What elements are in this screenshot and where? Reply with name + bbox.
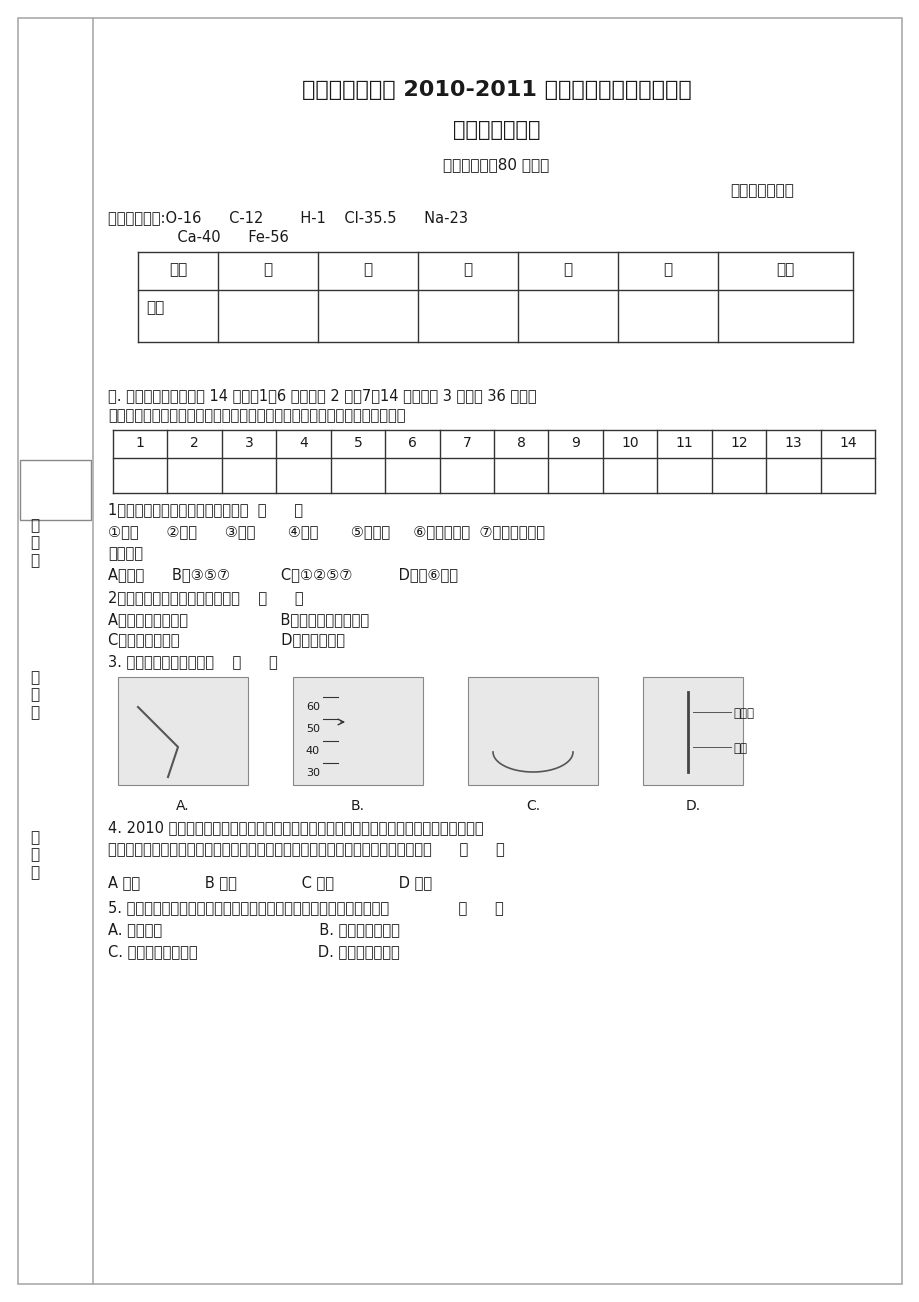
Text: 稀盐酸: 稀盐酸 — [732, 707, 754, 720]
Text: 8: 8 — [516, 436, 525, 450]
Text: 三: 三 — [463, 262, 472, 277]
Text: 九年级化学试卷: 九年级化学试卷 — [452, 120, 539, 141]
Text: 总分: 总分 — [776, 262, 794, 277]
Text: 题次: 题次 — [169, 262, 187, 277]
Text: 4. 2010 年，全国食品安全整顿工作办公室对奶粉进行抽样检测，经检测发现某品牌奶粉中: 4. 2010 年，全国食品安全整顿工作办公室对奶粉进行抽样检测，经检测发现某品… — [108, 820, 483, 835]
Text: 14: 14 — [838, 436, 856, 450]
Text: A、大理石、生石灰                    B、干冰、四氧化三铁: A、大理石、生石灰 B、干冰、四氧化三铁 — [108, 612, 369, 628]
Text: D.: D. — [685, 799, 699, 812]
Bar — [292, 677, 423, 785]
Text: 镁条: 镁条 — [732, 742, 746, 755]
Text: 13: 13 — [784, 436, 801, 450]
Text: 五: 五 — [663, 262, 672, 277]
Bar — [118, 677, 248, 785]
Text: 相对原子质量:O-16      C-12        H-1    Cl-35.5      Na-23: 相对原子质量:O-16 C-12 H-1 Cl-35.5 Na-23 — [108, 210, 468, 225]
Text: 40: 40 — [305, 746, 320, 756]
Text: C、空气、天然气                      D、甲烷、酒精: C、空气、天然气 D、甲烷、酒精 — [108, 631, 345, 647]
Text: 姓
名
：: 姓 名 ： — [30, 671, 40, 720]
Text: Ca-40      Fe-56: Ca-40 Fe-56 — [108, 230, 289, 245]
Text: 4: 4 — [299, 436, 308, 450]
Text: B.: B. — [351, 799, 365, 812]
Text: 2: 2 — [190, 436, 199, 450]
Text: 班
级
：: 班 级 ： — [30, 518, 40, 568]
Text: 蛋白质、钙、磷、锌、铁等的含量严重不足，营养价值比米汤还差。这里的钙指的是      （      ）: 蛋白质、钙、磷、锌、铁等的含量严重不足，营养价值比米汤还差。这里的钙指的是 （ … — [108, 842, 505, 857]
Text: A、全部      B、③⑤⑦           C、①②⑤⑦          D、除⑥以外: A、全部 B、③⑤⑦ C、①②⑤⑦ D、除⑥以外 — [108, 566, 458, 582]
Text: C.: C. — [526, 799, 539, 812]
Text: 6: 6 — [407, 436, 416, 450]
Text: ①变色      ②发光      ③燃烧       ④爆炸       ⑤铁生锈     ⑥工业制氧气  ⑦大理石浮雕被: ①变色 ②发光 ③燃烧 ④爆炸 ⑤铁生锈 ⑥工业制氧气 ⑦大理石浮雕被 — [108, 523, 544, 539]
Text: 酸雨腐蚀: 酸雨腐蚀 — [108, 546, 142, 561]
Text: 3. 下列实验操作正确的是    （      ）: 3. 下列实验操作正确的是 （ ） — [108, 654, 278, 669]
Text: A.: A. — [176, 799, 189, 812]
Text: 3: 3 — [244, 436, 253, 450]
Text: 1、下列变化一定属于化学变化的是  （      ）: 1、下列变化一定属于化学变化的是 （ ） — [108, 503, 302, 517]
Text: 11: 11 — [675, 436, 693, 450]
Text: 一: 一 — [263, 262, 272, 277]
Bar — [20, 460, 91, 519]
Text: 二: 二 — [363, 262, 372, 277]
Text: 5. 当你走进鲜花盛开的花园时，常能闻到怡人的花香，这一现象说明了               （      ）: 5. 当你走进鲜花盛开的花园时，常能闻到怡人的花香，这一现象说明了 （ ） — [108, 900, 504, 915]
Text: 7: 7 — [462, 436, 471, 450]
Text: 60: 60 — [306, 702, 320, 712]
Text: 每小题列出的四个选项中，只有一个是正确的。请将所选的选项写在下表。）: 每小题列出的四个选项中，只有一个是正确的。请将所选的选项写在下表。） — [108, 408, 405, 423]
Text: 2、下列物质属于氧化物的一组是    （      ）: 2、下列物质属于氧化物的一组是 （ ） — [108, 590, 303, 605]
Text: 1: 1 — [136, 436, 144, 450]
Text: 5: 5 — [353, 436, 362, 450]
Text: C. 分子在不断地运动                          D. 分子之间有间隔: C. 分子在不断地运动 D. 分子之间有间隔 — [108, 944, 400, 960]
Text: 一. 选择题（本大题包括 14 小题，1～6 小题每题 2 分，7～14 小题每题 3 分。共 36 分。在: 一. 选择题（本大题包括 14 小题，1～6 小题每题 2 分，7～14 小题每… — [108, 388, 536, 404]
Bar — [468, 677, 597, 785]
Text: 四: 四 — [562, 262, 572, 277]
Text: A. 分子很大                                  B. 分子分裂成原子: A. 分子很大 B. 分子分裂成原子 — [108, 922, 400, 937]
Text: 座
号
：: 座 号 ： — [30, 829, 40, 880]
Text: 出题人：吴和武: 出题人：吴和武 — [729, 184, 793, 198]
Text: 12: 12 — [730, 436, 747, 450]
Text: 9: 9 — [571, 436, 580, 450]
Text: 10: 10 — [620, 436, 638, 450]
Text: 30: 30 — [306, 768, 320, 779]
Text: A 原子              B 元素              C 分子              D 单质: A 原子 B 元素 C 分子 D 单质 — [108, 875, 432, 891]
Text: 潮阳区河溪中学 2010-2011 学年度第一学期期末考试: 潮阳区河溪中学 2010-2011 学年度第一学期期末考试 — [301, 79, 690, 100]
Text: 得分: 得分 — [146, 299, 165, 315]
Text: （考试时间：80 分钟）: （考试时间：80 分钟） — [443, 158, 549, 172]
Text: 50: 50 — [306, 724, 320, 734]
Bar — [642, 677, 743, 785]
